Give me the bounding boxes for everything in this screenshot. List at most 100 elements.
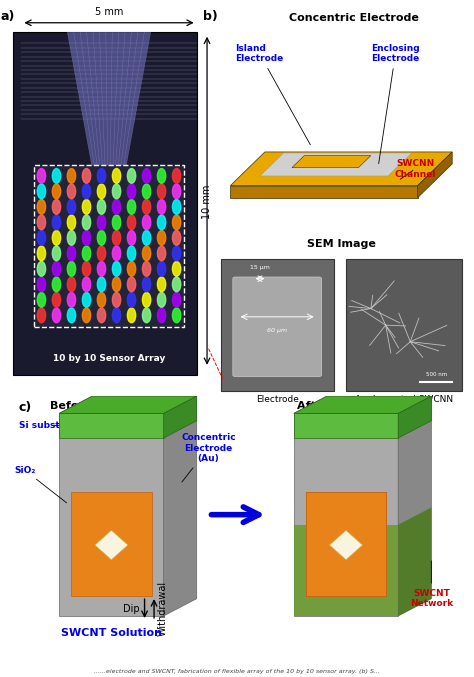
Circle shape — [157, 261, 166, 276]
Circle shape — [82, 246, 91, 261]
Circle shape — [112, 261, 121, 276]
Text: 500 nm: 500 nm — [426, 372, 447, 376]
Text: Dip: Dip — [123, 604, 140, 613]
Circle shape — [112, 215, 121, 230]
Text: Si substrate: Si substrate — [19, 420, 81, 430]
Text: SiO₂: SiO₂ — [14, 466, 66, 503]
Circle shape — [112, 246, 121, 261]
Text: SWCNT
Network: SWCNT Network — [410, 561, 453, 608]
Circle shape — [37, 230, 46, 245]
Circle shape — [142, 246, 151, 261]
Circle shape — [82, 184, 91, 199]
Circle shape — [112, 292, 121, 307]
Polygon shape — [59, 396, 197, 414]
Circle shape — [128, 308, 136, 323]
Polygon shape — [294, 414, 398, 616]
Polygon shape — [260, 153, 412, 176]
Circle shape — [37, 184, 46, 199]
Circle shape — [128, 169, 136, 183]
Circle shape — [82, 277, 91, 292]
Text: c): c) — [19, 401, 32, 414]
Bar — [34, 165, 184, 327]
Circle shape — [37, 292, 46, 307]
Circle shape — [82, 292, 91, 307]
Circle shape — [157, 200, 166, 214]
Polygon shape — [230, 152, 452, 185]
Circle shape — [128, 230, 136, 245]
Text: Concentric Electrode: Concentric Electrode — [289, 13, 419, 22]
Circle shape — [97, 308, 106, 323]
Circle shape — [173, 215, 181, 230]
Circle shape — [173, 184, 181, 199]
Circle shape — [67, 308, 76, 323]
Text: SWCNT Solution: SWCNT Solution — [61, 628, 162, 638]
Circle shape — [173, 308, 181, 323]
Polygon shape — [59, 414, 164, 616]
Polygon shape — [398, 396, 431, 616]
Polygon shape — [164, 396, 197, 438]
Text: 15 μm: 15 μm — [250, 265, 270, 270]
Bar — [346, 259, 462, 391]
Bar — [220, 259, 334, 391]
Circle shape — [37, 277, 46, 292]
Circle shape — [173, 230, 181, 245]
Circle shape — [37, 308, 46, 323]
Polygon shape — [71, 492, 152, 596]
Circle shape — [67, 277, 76, 292]
Circle shape — [37, 200, 46, 214]
Circle shape — [157, 277, 166, 292]
Text: Before Dip-coating: Before Dip-coating — [50, 401, 168, 411]
Text: SEM Image: SEM Image — [307, 239, 376, 249]
Text: a): a) — [0, 10, 15, 23]
Circle shape — [112, 277, 121, 292]
Circle shape — [142, 184, 151, 199]
Polygon shape — [398, 396, 431, 438]
Circle shape — [157, 169, 166, 183]
Circle shape — [97, 261, 106, 276]
Circle shape — [142, 200, 151, 214]
Circle shape — [128, 292, 136, 307]
Circle shape — [37, 215, 46, 230]
Polygon shape — [294, 414, 398, 438]
Circle shape — [157, 308, 166, 323]
Polygon shape — [67, 32, 151, 169]
Circle shape — [173, 261, 181, 276]
Circle shape — [112, 169, 121, 183]
Circle shape — [128, 277, 136, 292]
Circle shape — [142, 261, 151, 276]
Circle shape — [128, 261, 136, 276]
Circle shape — [52, 292, 61, 307]
Text: SWCNN
Channel: SWCNN Channel — [394, 159, 436, 179]
Circle shape — [67, 184, 76, 199]
Circle shape — [97, 292, 106, 307]
Circle shape — [128, 200, 136, 214]
Polygon shape — [306, 492, 386, 596]
Circle shape — [142, 230, 151, 245]
Circle shape — [52, 169, 61, 183]
Bar — [13, 32, 197, 375]
Text: Au decorated SWCNN: Au decorated SWCNN — [355, 395, 453, 404]
Circle shape — [82, 200, 91, 214]
Circle shape — [52, 215, 61, 230]
Circle shape — [37, 261, 46, 276]
Text: 10 mm: 10 mm — [202, 185, 212, 219]
Circle shape — [82, 261, 91, 276]
Circle shape — [67, 246, 76, 261]
Polygon shape — [95, 530, 128, 560]
Text: 60 μm: 60 μm — [267, 328, 287, 334]
Circle shape — [52, 246, 61, 261]
Circle shape — [97, 246, 106, 261]
Circle shape — [128, 215, 136, 230]
Circle shape — [37, 169, 46, 183]
Circle shape — [52, 261, 61, 276]
Circle shape — [52, 184, 61, 199]
Text: ......electrode and SWCNT, fabrication of flexible array of the 10 by 10 sensor : ......electrode and SWCNT, fabrication o… — [94, 669, 380, 674]
Circle shape — [67, 200, 76, 214]
Circle shape — [67, 292, 76, 307]
Circle shape — [173, 246, 181, 261]
Polygon shape — [292, 156, 371, 168]
Circle shape — [142, 169, 151, 183]
Circle shape — [157, 215, 166, 230]
Circle shape — [157, 292, 166, 307]
Circle shape — [67, 261, 76, 276]
